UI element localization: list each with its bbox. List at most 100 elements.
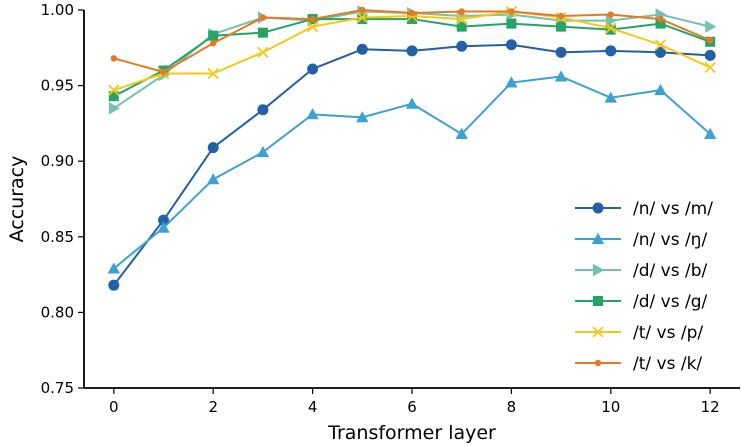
data-point	[657, 15, 664, 23]
data-point	[555, 46, 567, 58]
x-tick-label: 4	[308, 398, 318, 416]
data-point	[357, 14, 368, 25]
plot-series	[107, 5, 717, 291]
legend-label: /d/ vs /g/	[633, 292, 707, 312]
data-point	[706, 37, 714, 44]
data-point	[654, 83, 667, 96]
data-point	[356, 43, 368, 55]
legend-item: /t/ vs /p/	[575, 323, 703, 343]
data-point	[309, 15, 316, 23]
data-point	[207, 173, 220, 185]
data-point	[655, 18, 666, 29]
data-point	[110, 55, 118, 62]
data-point	[306, 108, 319, 120]
series-2	[107, 70, 717, 274]
x-tick-label: 6	[407, 398, 417, 416]
data-point	[108, 91, 119, 102]
data-point	[256, 145, 270, 158]
x-tick-label: 12	[701, 398, 720, 416]
data-point	[406, 45, 418, 57]
data-point	[456, 40, 468, 52]
legend-label: /t/ vs /p/	[633, 323, 703, 343]
data-point	[259, 14, 267, 21]
y-tick-label: 0.85	[41, 228, 74, 246]
legend-marker	[593, 296, 603, 306]
legend-marker	[593, 263, 605, 277]
data-point	[607, 11, 614, 18]
data-point	[207, 67, 219, 80]
legend-marker	[594, 359, 602, 367]
legend-label: /d/ vs /b/	[633, 261, 707, 281]
data-point	[107, 262, 121, 274]
axes: 0 2 4 6 8 10 12 0.75 0.80 0.85 0.90 0.95 1.00	[41, 1, 740, 416]
data-point	[157, 221, 170, 233]
legend-label: /t/ vs /k/	[633, 354, 702, 374]
series-4	[108, 14, 716, 102]
data-point	[257, 27, 268, 38]
data-point	[207, 142, 219, 154]
legend-label: /n/ vs /m/	[633, 199, 713, 219]
data-point	[703, 127, 717, 139]
x-tick-label: 0	[109, 398, 119, 416]
data-point	[210, 40, 217, 47]
data-point	[408, 9, 416, 17]
legend-marker	[592, 326, 604, 338]
legend-marker	[592, 202, 604, 214]
y-tick-label: 1.00	[41, 1, 74, 19]
series-1	[108, 39, 716, 291]
data-point	[307, 63, 319, 75]
data-point	[605, 45, 617, 57]
data-point	[306, 20, 319, 33]
data-point	[208, 30, 219, 41]
y-axis-label: Accuracy	[6, 156, 28, 243]
legend-item: /n/ vs /ŋ/	[575, 230, 707, 250]
x-axis-label: Transformer layer	[327, 422, 496, 444]
data-point	[407, 14, 417, 25]
legend-marker	[591, 232, 605, 244]
x-tick-label: 10	[601, 398, 620, 416]
data-point	[705, 20, 717, 33]
y-tick-label: 0.75	[41, 379, 74, 397]
data-point	[108, 84, 120, 96]
data-point	[654, 39, 667, 51]
data-point	[506, 18, 517, 29]
data-point	[108, 279, 120, 291]
series-6	[110, 6, 714, 76]
data-point	[456, 13, 468, 25]
x-tick-label: 8	[507, 398, 517, 416]
data-point	[356, 11, 368, 24]
legend-item: /t/ vs /k/	[575, 354, 702, 374]
legend-label: /n/ vs /ŋ/	[633, 230, 707, 250]
data-point	[604, 91, 617, 103]
data-point	[505, 39, 517, 51]
y-tick-label: 0.90	[41, 152, 74, 170]
data-point	[257, 46, 269, 58]
data-point	[556, 21, 567, 32]
data-point	[605, 22, 617, 34]
series-line	[113, 43, 711, 286]
data-point	[704, 49, 716, 61]
data-point	[704, 61, 716, 74]
data-point	[456, 21, 467, 32]
data-point	[458, 8, 465, 15]
data-point	[605, 24, 616, 35]
data-point	[405, 97, 419, 109]
data-point	[605, 14, 617, 27]
legend-item: /d/ vs /g/	[575, 292, 707, 312]
data-point	[160, 68, 167, 76]
legend-item: /d/ vs /b/	[575, 261, 707, 281]
data-point	[508, 8, 515, 15]
data-point	[158, 214, 170, 226]
legend-item: /n/ vs /m/	[575, 199, 713, 219]
legend: /n/ vs /m/ /n/ vs /ŋ/ /d/ vs /b/ /d/ vs /g/…	[575, 199, 713, 374]
series-line	[113, 10, 711, 110]
y-tick-label: 0.95	[41, 77, 74, 95]
y-tick-label: 0.80	[41, 303, 74, 321]
data-point	[557, 12, 565, 20]
data-point	[356, 111, 369, 123]
data-point	[654, 46, 666, 58]
data-point	[359, 6, 366, 14]
data-point	[455, 127, 468, 139]
data-point	[505, 76, 518, 88]
